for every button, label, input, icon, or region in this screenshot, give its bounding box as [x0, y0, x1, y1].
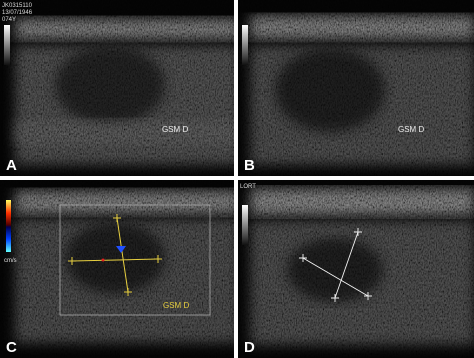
- panel-b: GSM D B: [238, 0, 474, 176]
- panel-label: A: [6, 157, 17, 174]
- panel-d: LORT D: [238, 180, 474, 358]
- scale-label: cm/s: [4, 258, 17, 264]
- panel-label: D: [244, 339, 255, 356]
- header-text: 13/07/1946: [2, 10, 33, 16]
- header-text: LORT: [240, 184, 256, 190]
- panel-c: cm/s GSM D C: [0, 180, 234, 358]
- panel-label: B: [244, 157, 255, 174]
- panel-label: C: [6, 339, 17, 356]
- annotation: GSM D: [163, 301, 189, 310]
- annotation: GSM D: [398, 125, 424, 134]
- panel-a: JK0315110 13/07/1946 074Y GSM D A: [0, 0, 234, 176]
- header-text: 074Y: [2, 17, 16, 23]
- annotation: GSM D: [162, 125, 188, 134]
- header-text: JK0315110: [2, 3, 33, 9]
